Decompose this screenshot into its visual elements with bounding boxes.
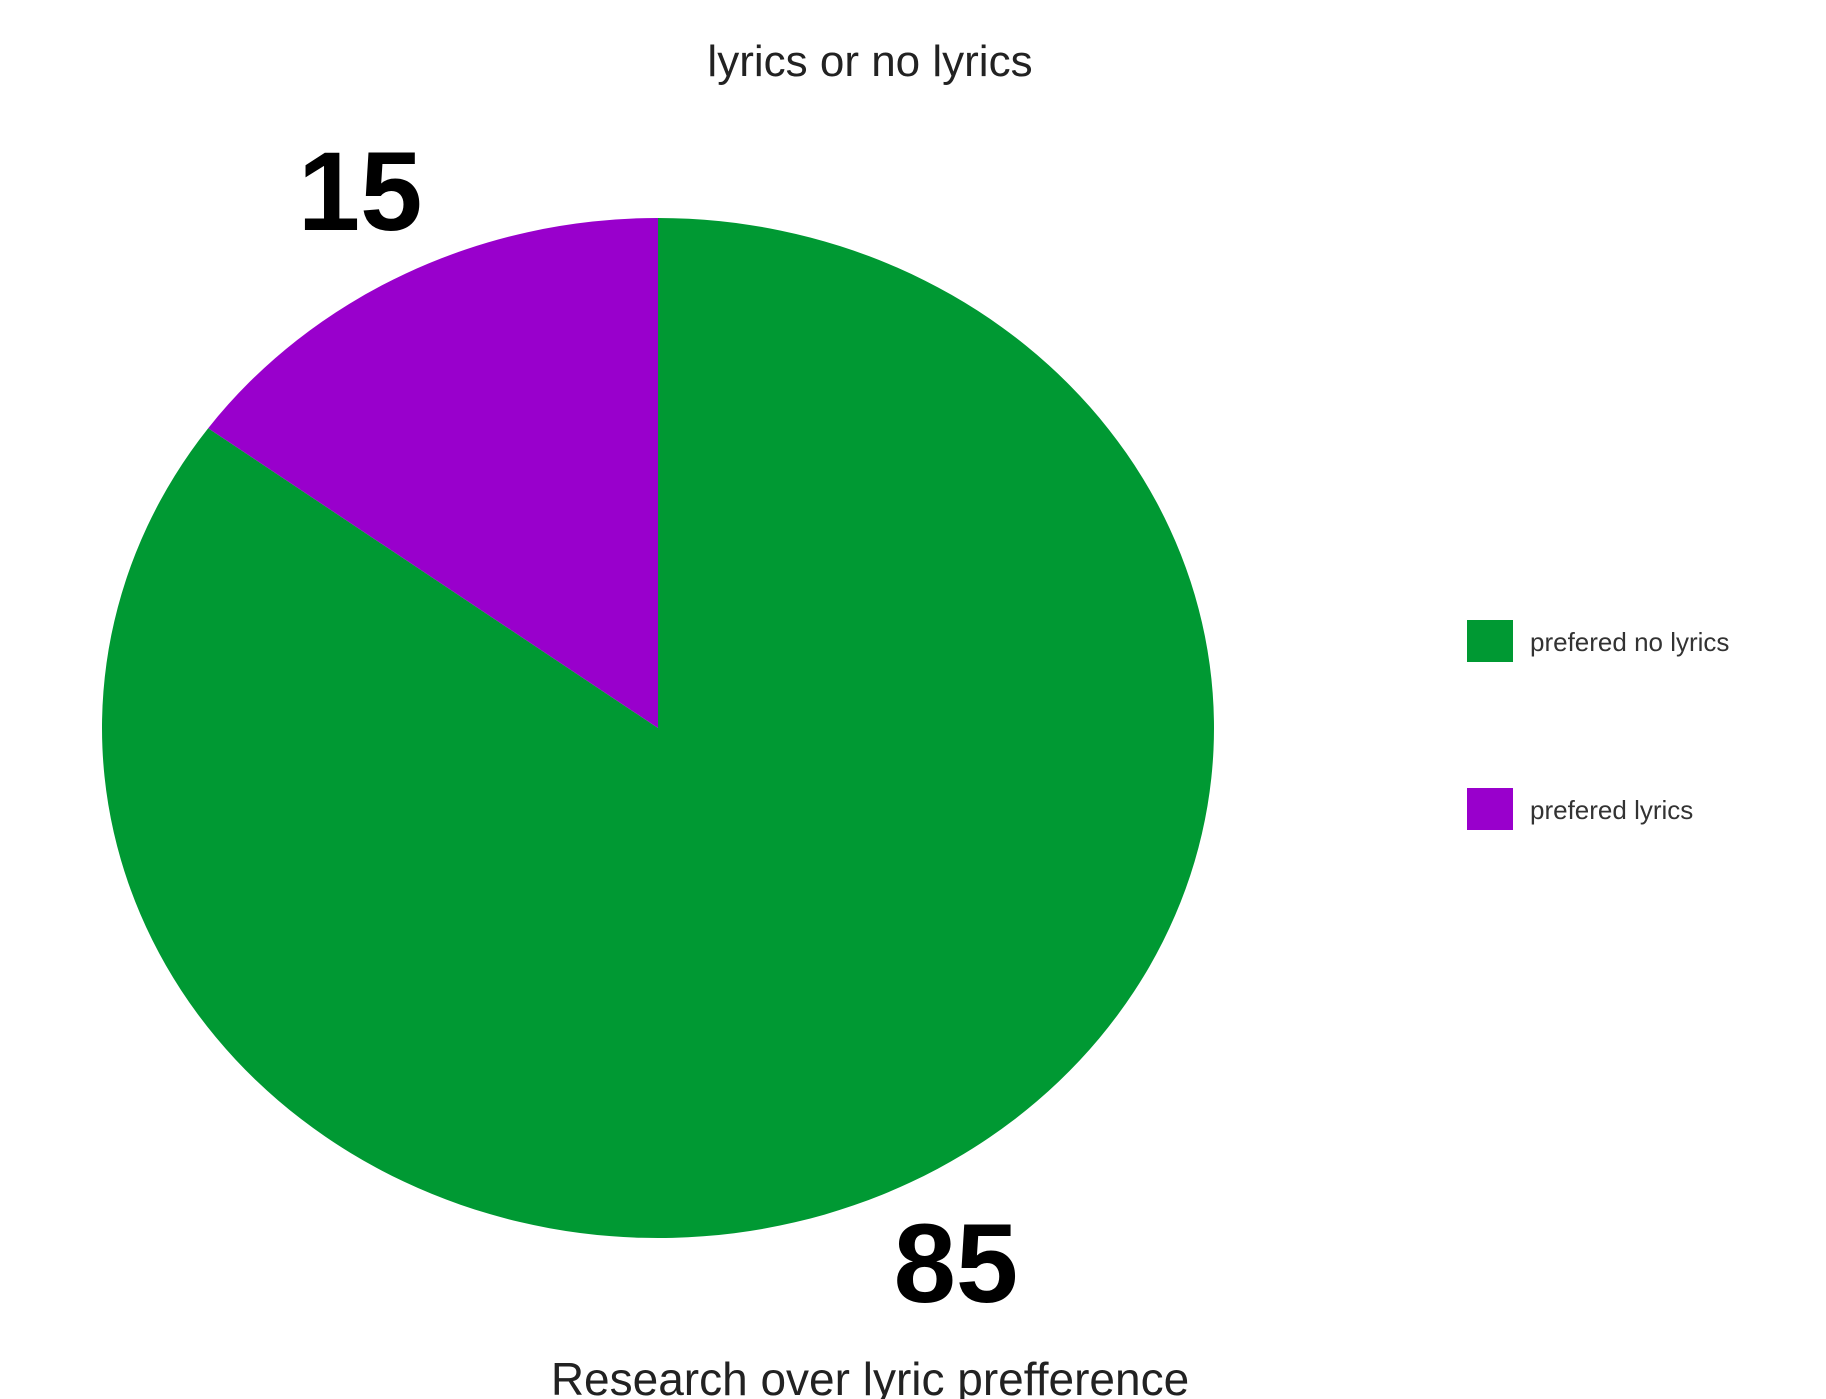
legend-swatch-prefered-lyrics	[1467, 788, 1513, 830]
legend-swatch-prefered-no-lyrics	[1467, 620, 1513, 662]
data-label-prefered-no-lyrics: 85	[894, 1201, 1019, 1326]
legend-label-prefered-no-lyrics: prefered no lyrics	[1530, 627, 1729, 657]
legend-label-prefered-lyrics: prefered lyrics	[1530, 795, 1693, 825]
legend: prefered no lyrics prefered lyrics	[1467, 620, 1729, 830]
pie-slice-prefered-lyrics	[208, 217, 658, 728]
data-labels: 85 15	[298, 129, 1018, 1326]
data-label-prefered-lyrics: 15	[298, 129, 423, 254]
chart-title: lyrics or no lyrics	[707, 37, 1032, 86]
x-axis-label: Research over lyric prefference	[551, 1353, 1189, 1399]
pie-slices	[101, 217, 1215, 1238]
